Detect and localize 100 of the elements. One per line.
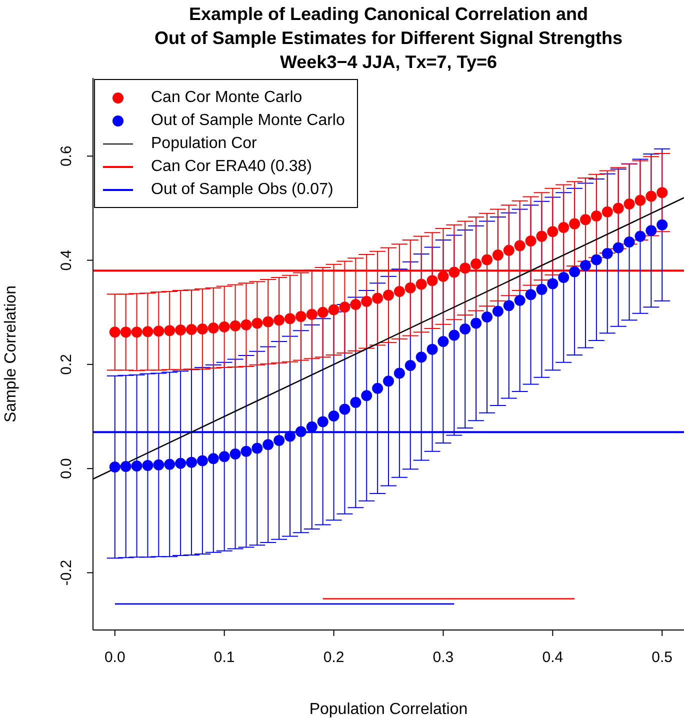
point: [284, 430, 296, 442]
point: [350, 396, 362, 408]
point: [416, 278, 427, 290]
legend-label: Out of Sample Monte Carlo: [151, 112, 345, 130]
x-tick-label: 0.4: [542, 649, 564, 666]
point: [646, 190, 657, 202]
y-tick-label: 0.2: [58, 354, 75, 375]
point: [109, 462, 120, 473]
point: [492, 250, 504, 261]
legend-label: Can Cor ERA40 (0.38): [151, 158, 312, 176]
point: [492, 306, 504, 317]
x-tick-label: 0.1: [214, 649, 235, 666]
point: [547, 278, 558, 290]
point: [153, 326, 164, 337]
point: [536, 284, 548, 295]
point: [328, 410, 340, 422]
point: [196, 324, 208, 335]
point: [634, 230, 646, 242]
point: [438, 270, 449, 282]
point: [646, 225, 657, 236]
point: [317, 416, 328, 428]
point: [120, 326, 132, 338]
point: [602, 206, 613, 218]
point: [142, 460, 154, 471]
point: [196, 455, 208, 466]
point: [426, 275, 438, 286]
point: [208, 453, 219, 464]
point: [350, 299, 362, 310]
point: [503, 300, 514, 312]
point: [514, 294, 526, 306]
point: [339, 404, 350, 415]
point: [186, 324, 197, 336]
point: [634, 194, 646, 206]
point: [372, 382, 384, 394]
point: [240, 319, 252, 330]
point: [460, 262, 471, 274]
point: [590, 210, 602, 222]
y-tick-label: 0.4: [58, 250, 75, 271]
point: [208, 322, 219, 334]
chart-title: Example of Leading Canonical Correlation and Out of Sample Estimates for Different Signal Strengths Week3−4 JJA, Tx=7, Ty=6: [153, 3, 624, 74]
point: [394, 368, 405, 379]
point: [438, 336, 449, 347]
point: [525, 235, 536, 246]
point: [175, 458, 186, 469]
x-axis-title: Population Correlation: [309, 701, 468, 718]
point: [317, 306, 328, 318]
point: [460, 324, 471, 335]
point: [295, 426, 306, 438]
point: [482, 254, 492, 266]
point: [109, 326, 120, 338]
point: [252, 442, 263, 454]
y-tick-label: 0.6: [58, 146, 75, 167]
point: [580, 214, 591, 226]
legend-label: Can Cor Monte Carlo: [151, 88, 302, 106]
point: [274, 434, 285, 446]
point: [404, 282, 416, 294]
point: [569, 218, 580, 230]
point: [394, 286, 405, 298]
legend-label: Population Cor: [151, 134, 257, 152]
point: [448, 330, 460, 341]
x-tick-label: 0.5: [652, 649, 673, 666]
point: [426, 344, 438, 355]
point: [372, 292, 384, 304]
point: [383, 376, 394, 387]
point: [656, 187, 668, 198]
point: [306, 308, 318, 320]
point: [656, 219, 668, 230]
point: [590, 254, 602, 266]
point: [404, 360, 416, 371]
x-tick-label: 0.2: [323, 649, 344, 666]
point: [284, 313, 296, 324]
point: [612, 202, 624, 214]
point: [558, 272, 570, 283]
point: [218, 451, 230, 462]
point: [361, 390, 372, 402]
point: [558, 222, 570, 233]
point: [602, 248, 613, 259]
point: [218, 321, 230, 332]
point: [569, 266, 580, 278]
point: [328, 304, 340, 316]
point: [131, 326, 142, 338]
point: [580, 260, 591, 271]
point: [383, 290, 394, 301]
point: [624, 198, 635, 210]
point: [339, 302, 350, 313]
point: [503, 244, 514, 256]
point: [153, 459, 164, 470]
legend-label: Out of Sample Obs (0.07): [151, 180, 334, 198]
point: [361, 296, 372, 307]
y-axis-title: Sample Correlation: [2, 286, 20, 422]
x-tick-label: 0.0: [104, 649, 126, 666]
point: [470, 318, 482, 329]
point: [525, 289, 536, 300]
point: [547, 226, 558, 238]
point: [164, 458, 176, 470]
y-tick-label: -0.2: [58, 560, 75, 586]
point: [612, 242, 624, 254]
point: [306, 421, 318, 432]
point: [120, 460, 132, 472]
point: [164, 325, 176, 336]
